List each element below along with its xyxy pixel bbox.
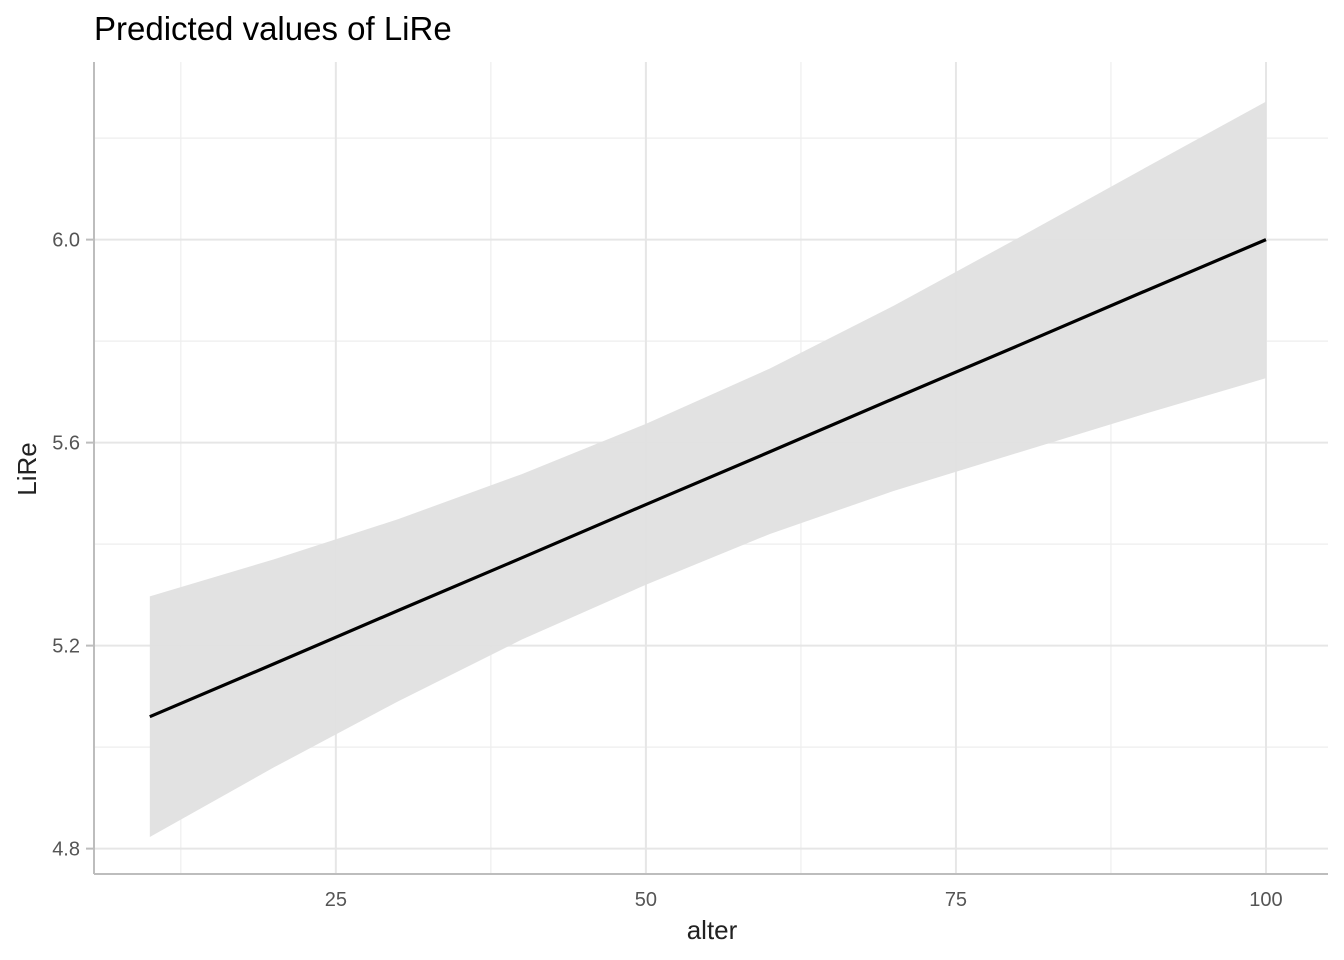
confidence-ribbon (149, 101, 1266, 837)
axes (86, 62, 1328, 875)
y-tick-label: 5.2 (52, 636, 80, 658)
x-axis-title: alter (687, 915, 738, 945)
y-tick-label: 5.6 (52, 433, 80, 455)
x-tick-label: 25 (325, 889, 347, 911)
tick-labels: 25 50 75 100 4.8 5.2 5.6 6.0 (52, 230, 1282, 911)
y-tick-label: 4.8 (52, 839, 80, 861)
prediction-line (149, 238, 1267, 719)
confidence-band (149, 101, 1266, 837)
x-tick-label: 100 (1249, 889, 1282, 911)
prediction-line-group (149, 238, 1267, 719)
y-tick-label: 6.0 (52, 230, 80, 252)
y-axis-title: LiRe (12, 442, 42, 495)
chart-title: Predicted values of LiRe (94, 10, 452, 47)
x-tick-label: 75 (945, 889, 967, 911)
x-tick-label: 50 (635, 889, 657, 911)
